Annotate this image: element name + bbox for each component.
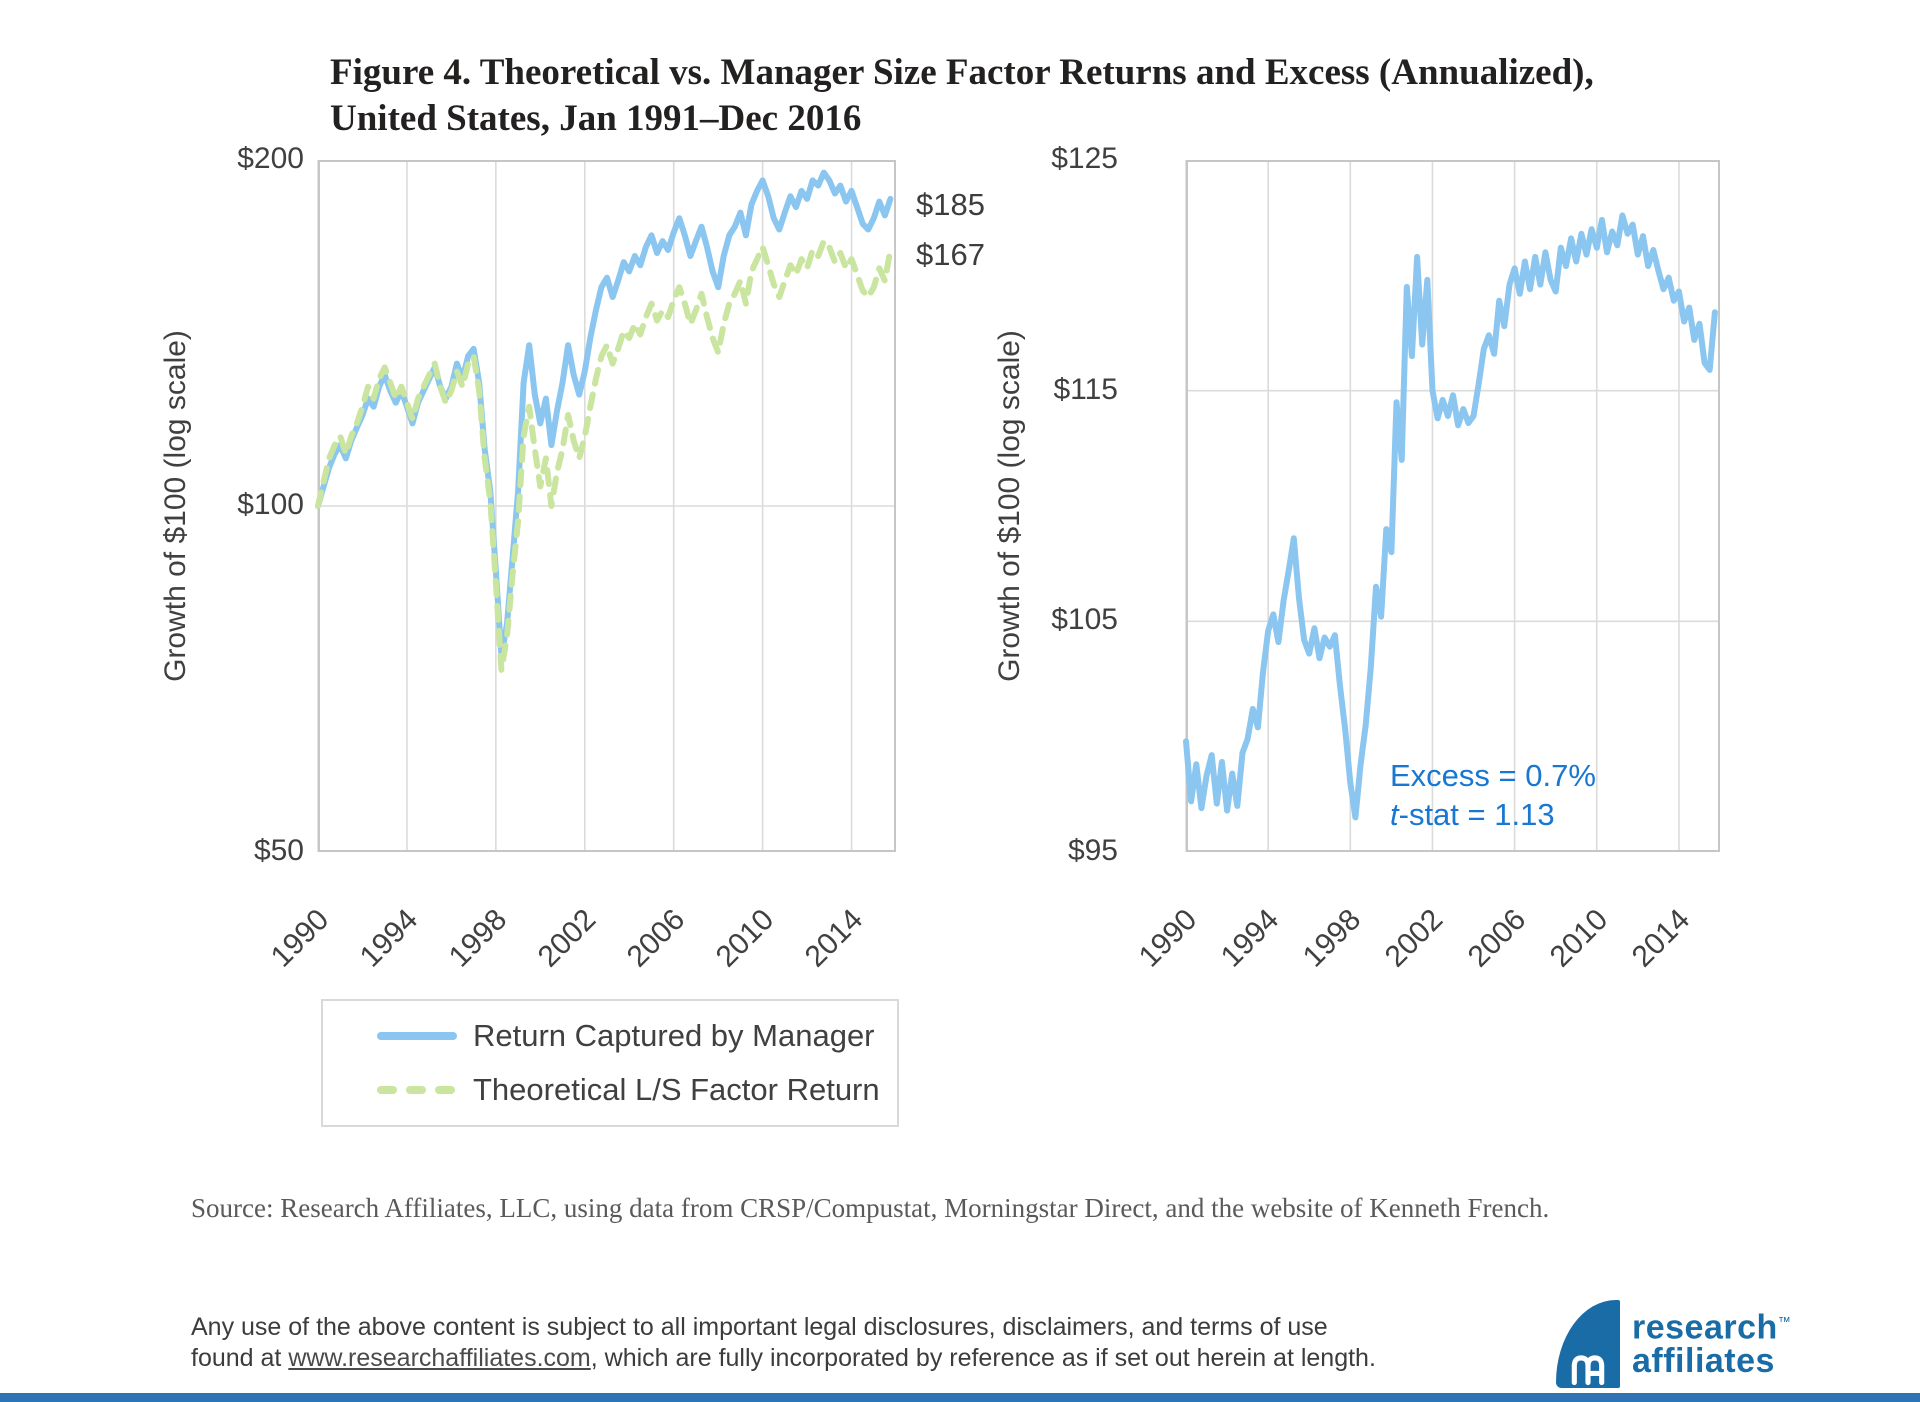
ra-monogram-icon (1556, 1300, 1620, 1388)
y-tick-label: $200 (237, 142, 304, 175)
x-tick-label: 2002 (531, 902, 603, 974)
bottom-brand-bar (0, 1393, 1920, 1402)
ra-monogram-glyph (1571, 1355, 1605, 1386)
x-tick-label: 1998 (1297, 902, 1368, 974)
series-line (315, 238, 894, 673)
growth-chart: Growth of $100 (log scale) $185 $167 199… (159, 142, 985, 974)
x-tick-label: 1990 (264, 902, 336, 974)
x-tick-label: 2010 (709, 902, 780, 974)
series-line (315, 169, 894, 660)
growth-chart-plot (315, 160, 896, 852)
y-tick-label: $105 (1051, 603, 1118, 637)
y-tick-label: $100 (237, 488, 304, 521)
x-tick-label: 1998 (442, 902, 514, 974)
series-line (1183, 212, 1718, 821)
x-tick-label: 1994 (353, 902, 425, 974)
disclaimer-line1: Any use of the above content is subject … (191, 1313, 1328, 1372)
legend-item-manager: Return Captured by Manager (377, 1018, 897, 1054)
plot-border (1186, 160, 1720, 852)
trademark-symbol: ™ (1777, 1314, 1792, 1329)
theoretical-line-swatch (377, 1085, 457, 1094)
x-tick-label: 2002 (1379, 902, 1450, 974)
x-tick-label: 2014 (1625, 902, 1697, 974)
x-tick-label: 2006 (620, 902, 692, 974)
x-tick-label: 2014 (798, 902, 869, 974)
legend-label-manager: Return Captured by Manager (473, 1018, 875, 1054)
excess-annotation: Excess = 0.7% t-stat = 1.13 (1390, 756, 1596, 834)
excess-chart-plot (1183, 160, 1720, 852)
legend-item-theoretical: Theoretical L/S Factor Return (377, 1072, 897, 1108)
y-tick-label: $95 (1067, 834, 1118, 867)
logo-wordmark: research™ affiliates (1632, 1308, 1792, 1381)
x-tick-label: 2006 (1461, 902, 1532, 974)
manager-line-swatch (377, 1032, 457, 1041)
figure-title: Figure 4. Theoretical vs. Manager Size F… (330, 50, 1790, 142)
excess-chart: Growth of $100 (log scale) Excess = 0.7%… (993, 142, 1720, 974)
disclaimer-line2: , which are fully incorporated by refere… (590, 1344, 1376, 1372)
legend: Return Captured by Manager Theoretical L… (321, 999, 899, 1127)
research-affiliates-logo: research™ affiliates (1556, 1300, 1791, 1388)
y-tick-label: $115 (1053, 372, 1118, 406)
manager-end-label: $185 (916, 187, 985, 222)
excess-annotation-line1: Excess = 0.7% (1390, 758, 1596, 793)
theoretical-end-label: $167 (916, 237, 985, 272)
x-tick-label: 1990 (1132, 902, 1204, 974)
figure-title-line2: United States, Jan 1991–Dec 2016 (330, 98, 862, 139)
legend-label-theoretical: Theoretical L/S Factor Return (473, 1071, 880, 1107)
source-note: Source: Research Affiliates, LLC, using … (191, 1193, 1550, 1223)
excess-annotation-line2: t-stat = 1.13 (1390, 797, 1555, 832)
figure-title-line1: Figure 4. Theoretical vs. Manager Size F… (330, 52, 1594, 93)
researchaffiliates-link[interactable]: www.researchaffiliates.com (288, 1344, 591, 1372)
y-tick-label: $50 (253, 834, 304, 867)
legal-disclaimer: Any use of the above content is subject … (191, 1312, 1391, 1374)
y-tick-label: $125 (1051, 142, 1118, 175)
x-tick-label: 1994 (1214, 902, 1286, 974)
x-tick-label: 2010 (1543, 902, 1615, 974)
